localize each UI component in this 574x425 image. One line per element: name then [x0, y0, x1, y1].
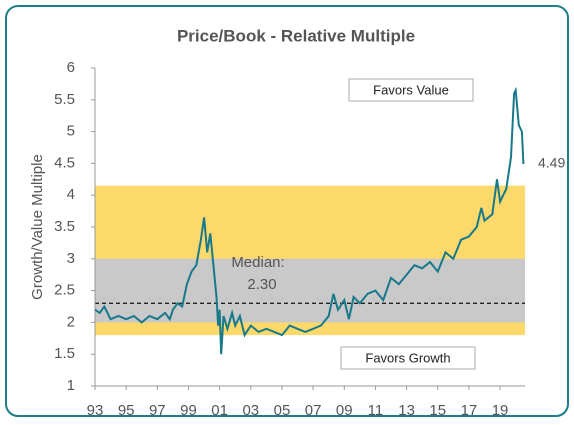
annotation: Favors Growth: [365, 350, 450, 365]
y-tick-label: 6: [67, 59, 75, 76]
annotation-box: [348, 78, 474, 102]
x-tick-label: 97: [149, 402, 166, 419]
chart-title: Price/Book - Relative Multiple: [177, 26, 415, 45]
x-tick-label: 01: [211, 402, 228, 419]
y-tick-label: 4: [67, 186, 75, 203]
x-tick-label: 95: [118, 402, 135, 419]
annotation: Favors Value: [373, 82, 449, 97]
y-tick-label: 3.5: [54, 218, 75, 235]
x-tick-label: 13: [398, 402, 415, 419]
y-tick-label: 3: [67, 250, 75, 267]
x-tick-label: 03: [242, 402, 259, 419]
y-tick-label: 2: [67, 313, 75, 330]
x-tick-label: 99: [180, 402, 197, 419]
band: [95, 258, 525, 323]
y-tick-label: 4.5: [54, 154, 75, 171]
x-tick-label: 19: [492, 402, 509, 419]
x-tick-label: 11: [368, 402, 384, 419]
line: [94, 86, 525, 355]
last-value-label: 4.49: [538, 155, 565, 171]
median-label: Median:: [231, 254, 284, 271]
y-tick-label: 2.5: [54, 282, 75, 299]
y-tick-label: 5.5: [54, 91, 75, 108]
x-tick-label: 93: [87, 402, 104, 419]
x-tick-label: 15: [429, 402, 446, 419]
y-axis-label: Growth/Value Multiple: [29, 154, 46, 300]
annotation-box: [340, 346, 476, 370]
y-tick-label: 1.5: [54, 345, 75, 362]
x-tick-label: 05: [274, 402, 291, 419]
median-value: 2.30: [247, 276, 276, 293]
y-tick-label: 5: [67, 123, 75, 140]
x-tick-label: 09: [336, 402, 353, 419]
x-tick-label: 17: [461, 402, 478, 419]
y-tick-label: 1: [67, 377, 75, 394]
x-tick-label: 07: [305, 402, 322, 419]
